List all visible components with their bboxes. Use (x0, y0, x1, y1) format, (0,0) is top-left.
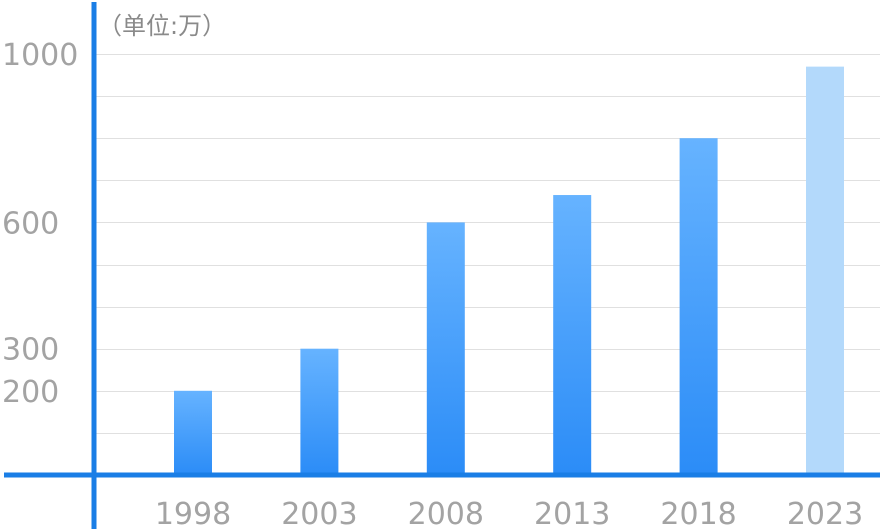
y-tick-label: 600 (2, 206, 59, 241)
bar-2023 (806, 66, 844, 475)
x-tick-labels: 1998 2003 2008 2013 2018 2023 (155, 497, 863, 531)
gridlines (94, 54, 880, 434)
y-tick-label: 300 (2, 333, 59, 368)
bar-1998 (174, 390, 212, 475)
x-category-label: 2003 (281, 497, 357, 531)
bar-2013 (553, 195, 592, 475)
bar-2008 (426, 222, 465, 475)
y-tick-label: 1000 (2, 38, 78, 73)
x-category-label: 2023 (787, 497, 863, 531)
bar-2018 (679, 138, 718, 475)
x-category-label: 2018 (660, 497, 736, 531)
unit-label: （单位:万） (98, 12, 226, 40)
axes (4, 2, 880, 529)
bars (174, 66, 844, 475)
bar-2003 (300, 348, 339, 475)
x-category-label: 1998 (155, 497, 231, 531)
x-category-label: 2008 (408, 497, 484, 531)
y-tick-labels: 1000 600 300 200 (2, 38, 78, 410)
x-category-label: 2013 (534, 497, 610, 531)
y-tick-label: 200 (2, 375, 59, 410)
